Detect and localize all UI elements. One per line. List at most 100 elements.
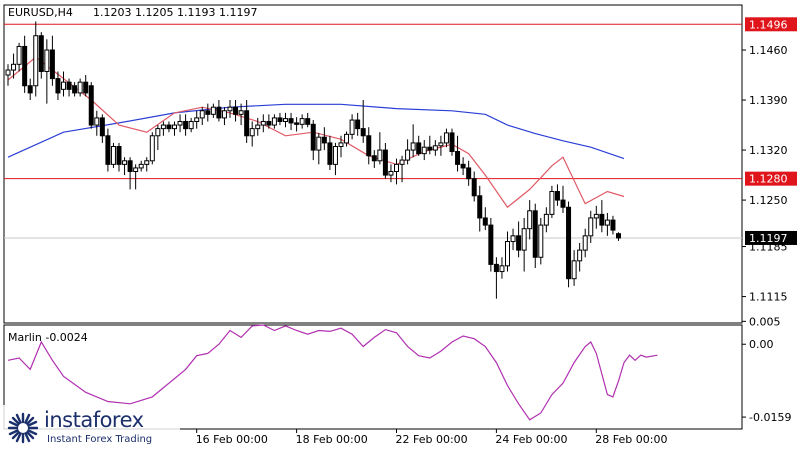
candle[interactable]	[310, 120, 316, 161]
candle[interactable]	[366, 127, 372, 165]
candle[interactable]	[22, 35, 28, 93]
candle[interactable]	[394, 158, 399, 185]
candle[interactable]	[160, 121, 166, 136]
candle[interactable]	[288, 112, 294, 131]
candle[interactable]	[527, 200, 533, 240]
candle[interactable]	[172, 121, 177, 136]
candle[interactable]	[77, 78, 83, 97]
candle[interactable]	[144, 157, 150, 172]
candle[interactable]	[599, 200, 605, 233]
candle[interactable]	[416, 135, 422, 156]
candle[interactable]	[321, 127, 327, 151]
candle[interactable]	[432, 140, 438, 156]
candle[interactable]	[377, 132, 383, 165]
candle[interactable]	[155, 125, 161, 151]
candle[interactable]	[399, 155, 405, 183]
candle[interactable]	[66, 78, 72, 97]
candle[interactable]	[177, 114, 183, 133]
candle[interactable]	[55, 71, 61, 101]
candle[interactable]	[99, 114, 105, 143]
candle[interactable]	[344, 131, 350, 147]
candle[interactable]	[427, 135, 433, 155]
candle[interactable]	[349, 114, 355, 140]
candle[interactable]	[388, 164, 394, 183]
candle[interactable]	[543, 207, 549, 233]
candle[interactable]	[127, 157, 133, 190]
candle[interactable]	[593, 205, 599, 229]
candle[interactable]	[72, 82, 78, 97]
candle[interactable]	[105, 128, 111, 172]
candle[interactable]	[11, 53, 17, 79]
candle[interactable]	[410, 124, 416, 158]
candle[interactable]	[499, 257, 505, 279]
candle[interactable]	[482, 207, 488, 231]
candle[interactable]	[327, 135, 333, 171]
candle[interactable]	[27, 78, 33, 101]
candle[interactable]	[299, 114, 305, 129]
candle[interactable]	[521, 217, 527, 272]
candle[interactable]	[61, 71, 66, 97]
candle[interactable]	[283, 112, 288, 128]
candle[interactable]	[493, 257, 499, 299]
candle[interactable]	[38, 32, 44, 79]
candle[interactable]	[560, 185, 566, 213]
candle[interactable]	[16, 42, 22, 72]
candle[interactable]	[610, 215, 616, 235]
candle[interactable]	[438, 135, 444, 156]
candle[interactable]	[199, 107, 205, 126]
candle[interactable]	[210, 103, 216, 118]
candle[interactable]	[271, 114, 277, 129]
candle[interactable]	[49, 35, 55, 86]
candle[interactable]	[604, 212, 610, 236]
candle[interactable]	[244, 100, 250, 143]
candle[interactable]	[133, 164, 139, 190]
candle[interactable]	[460, 157, 466, 176]
candle[interactable]	[233, 100, 239, 122]
candle[interactable]	[33, 21, 39, 97]
candle[interactable]	[360, 100, 366, 143]
candle[interactable]	[294, 117, 300, 132]
candle[interactable]	[83, 75, 89, 97]
candle[interactable]	[94, 110, 100, 136]
candle[interactable]	[443, 128, 449, 148]
candle[interactable]	[44, 39, 50, 104]
candle[interactable]	[138, 160, 144, 172]
candle[interactable]	[371, 150, 377, 168]
candle[interactable]	[477, 185, 483, 232]
candle[interactable]	[5, 64, 11, 86]
candle[interactable]	[338, 135, 344, 158]
candle[interactable]	[510, 228, 516, 251]
candle[interactable]	[194, 110, 200, 129]
candle[interactable]	[488, 217, 494, 272]
candle[interactable]	[149, 132, 155, 165]
candle[interactable]	[277, 112, 283, 126]
candle[interactable]	[538, 217, 544, 265]
candle[interactable]	[238, 103, 244, 126]
candle[interactable]	[316, 132, 322, 165]
candle[interactable]	[582, 228, 588, 258]
candle[interactable]	[110, 142, 116, 168]
main-panel[interactable]: 1.1496 1.1280 1.1460 1.1390 1.1320 1.1250 1.1…	[3, 4, 797, 324]
candle[interactable]	[455, 135, 461, 172]
candle[interactable]	[260, 114, 266, 133]
candle[interactable]	[183, 114, 189, 136]
candle[interactable]	[554, 184, 560, 206]
candle[interactable]	[116, 142, 122, 172]
candle[interactable]	[505, 231, 510, 272]
candle[interactable]	[471, 171, 477, 202]
candle[interactable]	[588, 210, 594, 243]
candle[interactable]	[516, 221, 522, 258]
candle[interactable]	[255, 117, 261, 136]
candle[interactable]	[449, 128, 455, 156]
candle[interactable]	[549, 185, 555, 218]
candle[interactable]	[166, 121, 172, 133]
candle[interactable]	[221, 107, 227, 126]
candle[interactable]	[227, 100, 233, 118]
candle[interactable]	[332, 142, 338, 176]
candle[interactable]	[188, 117, 194, 133]
candle[interactable]	[249, 121, 255, 147]
candle[interactable]	[616, 232, 621, 241]
candle[interactable]	[266, 114, 272, 129]
candle[interactable]	[532, 203, 538, 268]
